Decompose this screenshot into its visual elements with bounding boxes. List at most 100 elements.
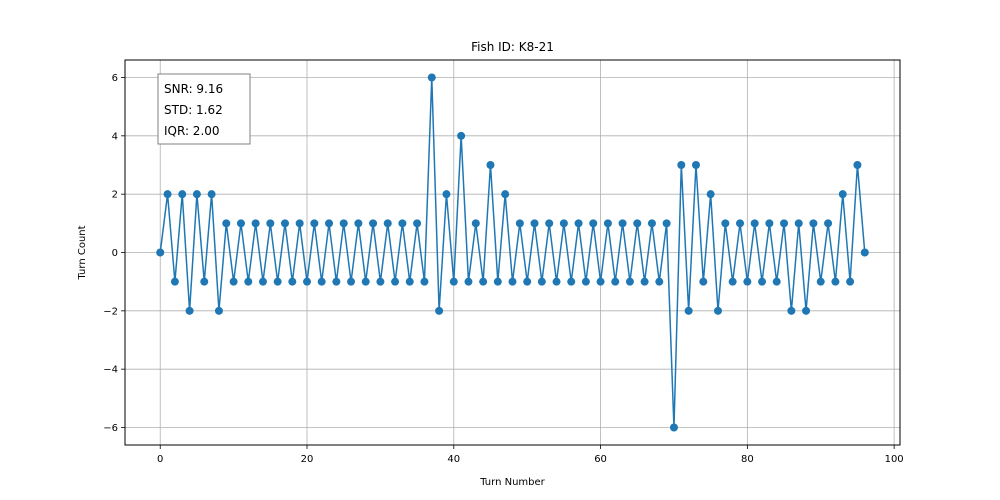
data-point — [824, 219, 833, 228]
data-point — [486, 161, 495, 169]
stats-annotation: SNR: 9.16 STD: 1.62 IQR: 2.00 — [157, 73, 251, 145]
stat-iqr: IQR: 2.00 — [164, 124, 220, 138]
data-point — [736, 219, 745, 228]
x-tick-label: 100 — [885, 454, 904, 465]
data-point — [780, 219, 789, 228]
chart-title: Fish ID: K8-21 — [471, 40, 554, 54]
stat-snr: SNR: 9.16 — [164, 82, 223, 96]
data-point — [589, 219, 598, 228]
data-point — [721, 219, 730, 228]
data-point — [853, 161, 862, 169]
data-point — [743, 277, 752, 286]
data-point — [258, 277, 267, 286]
data-point — [772, 277, 781, 286]
data-point — [163, 190, 172, 199]
data-point — [713, 306, 722, 315]
data-point — [611, 277, 620, 286]
data-point — [479, 277, 488, 286]
data-point — [471, 219, 480, 228]
data-point — [860, 248, 869, 257]
y-axis-label: Turn Count — [77, 225, 88, 280]
y-tick-label: 4 — [112, 131, 118, 142]
data-point — [699, 277, 708, 286]
data-point — [273, 277, 282, 286]
data-point — [537, 277, 546, 286]
data-point — [332, 277, 341, 286]
data-point — [376, 277, 385, 286]
data-point — [317, 277, 326, 286]
x-tick-label: 20 — [301, 454, 314, 465]
series-layer — [156, 73, 869, 432]
y-tick-label: −2 — [103, 306, 118, 317]
x-tick-label: 60 — [594, 454, 607, 465]
data-point — [508, 277, 517, 286]
data-point — [647, 219, 656, 228]
data-point — [310, 219, 319, 228]
data-point — [288, 277, 297, 286]
data-point — [493, 277, 502, 286]
data-point — [427, 73, 436, 82]
data-point — [244, 277, 253, 286]
data-point — [251, 219, 260, 228]
data-point — [413, 219, 422, 228]
data-point — [581, 277, 590, 286]
data-point — [545, 219, 554, 228]
data-point — [457, 131, 466, 140]
data-point — [574, 219, 583, 228]
data-point — [618, 219, 627, 228]
data-point — [802, 306, 811, 315]
data-point — [214, 306, 223, 315]
grid-lines — [125, 60, 900, 445]
data-point — [339, 219, 348, 228]
data-point — [383, 219, 392, 228]
data-point — [170, 277, 179, 286]
data-point — [706, 190, 715, 199]
ticks: 0 20 40 60 80 100 −6 −4 −2 0 2 4 6 — [103, 73, 903, 465]
data-point — [200, 277, 209, 286]
data-point — [266, 219, 275, 228]
y-tick-label: −6 — [103, 423, 118, 434]
data-point — [530, 219, 539, 228]
data-point — [420, 277, 429, 286]
data-point — [361, 277, 370, 286]
data-point — [280, 219, 289, 228]
x-tick-label: 80 — [741, 454, 754, 465]
data-point — [758, 277, 767, 286]
data-point — [625, 277, 634, 286]
data-point — [442, 190, 451, 199]
data-point — [669, 423, 678, 432]
data-point — [603, 219, 612, 228]
data-point — [229, 277, 238, 286]
data-point — [523, 277, 532, 286]
data-point — [640, 277, 649, 286]
y-tick-label: 2 — [112, 190, 118, 201]
data-point — [192, 190, 201, 199]
data-point — [838, 190, 847, 199]
data-point — [354, 219, 363, 228]
y-tick-label: 0 — [112, 248, 118, 259]
data-point — [369, 219, 378, 228]
data-point — [552, 277, 561, 286]
data-point — [464, 277, 473, 286]
data-point — [207, 190, 216, 199]
x-axis-label: Turn Number — [479, 477, 545, 488]
data-point — [655, 277, 664, 286]
data-point — [846, 277, 855, 286]
data-point — [816, 277, 825, 286]
data-point — [405, 277, 414, 286]
data-point — [156, 248, 165, 257]
data-point — [831, 277, 840, 286]
data-point — [303, 277, 312, 286]
data-point — [677, 161, 686, 169]
data-point — [787, 306, 796, 315]
data-point — [501, 190, 510, 199]
data-point — [222, 219, 231, 228]
data-point — [567, 277, 576, 286]
stats-box — [157, 73, 251, 145]
data-point — [178, 190, 187, 199]
data-point — [325, 219, 334, 228]
data-point — [596, 277, 605, 286]
data-point — [662, 219, 671, 228]
y-tick-label: −4 — [103, 365, 118, 376]
